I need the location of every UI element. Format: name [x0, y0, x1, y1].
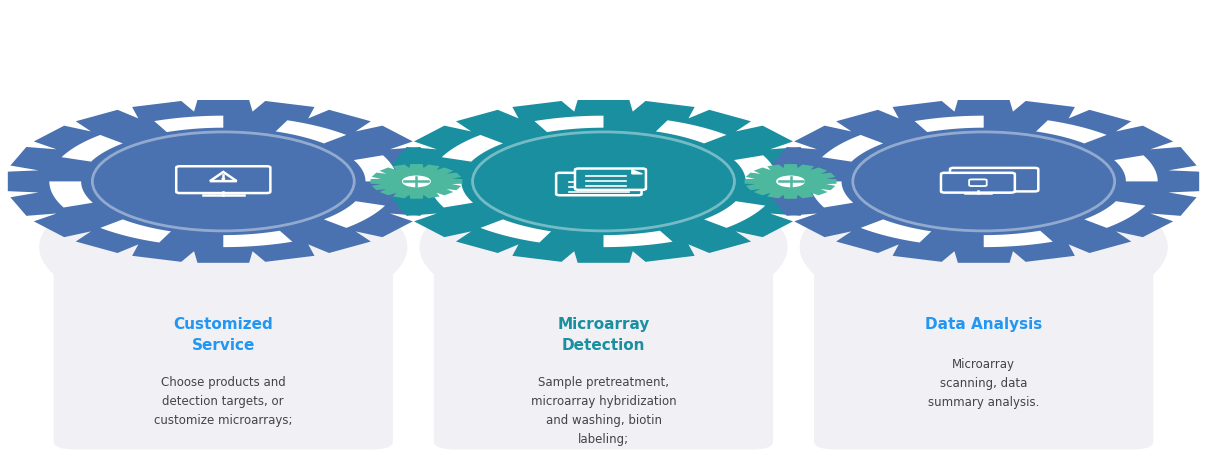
Polygon shape: [223, 231, 292, 248]
Circle shape: [105, 137, 342, 227]
Circle shape: [777, 177, 804, 187]
Circle shape: [420, 178, 787, 317]
Polygon shape: [7, 101, 439, 263]
FancyBboxPatch shape: [435, 237, 772, 450]
Polygon shape: [442, 136, 503, 162]
Text: Customized
Service: Customized Service: [174, 316, 273, 352]
Circle shape: [222, 179, 225, 180]
Polygon shape: [655, 121, 727, 144]
Polygon shape: [387, 101, 820, 263]
Polygon shape: [984, 231, 1053, 248]
Polygon shape: [62, 136, 123, 162]
Text: Choose products and
detection targets, or
customize microarrays;: Choose products and detection targets, o…: [154, 375, 292, 426]
Polygon shape: [354, 156, 397, 182]
Polygon shape: [734, 156, 777, 182]
Polygon shape: [480, 220, 552, 243]
Polygon shape: [810, 182, 853, 208]
Polygon shape: [632, 171, 642, 174]
Circle shape: [865, 137, 1102, 227]
Polygon shape: [100, 220, 171, 243]
Polygon shape: [323, 202, 385, 228]
Polygon shape: [154, 116, 223, 133]
Polygon shape: [49, 182, 93, 208]
Text: Microarray
scanning, data
summary analysis.: Microarray scanning, data summary analys…: [928, 357, 1039, 408]
Polygon shape: [535, 116, 604, 133]
Polygon shape: [1114, 156, 1158, 182]
FancyBboxPatch shape: [941, 173, 1015, 193]
Polygon shape: [861, 220, 932, 243]
Polygon shape: [822, 136, 884, 162]
Polygon shape: [430, 182, 473, 208]
Circle shape: [800, 178, 1167, 317]
Polygon shape: [704, 202, 765, 228]
Polygon shape: [915, 116, 984, 133]
Text: Data Analysis: Data Analysis: [925, 316, 1043, 331]
Circle shape: [403, 177, 430, 187]
Polygon shape: [1036, 121, 1107, 144]
Text: Microarray
Detection: Microarray Detection: [558, 316, 649, 352]
FancyBboxPatch shape: [575, 169, 646, 191]
Circle shape: [485, 137, 722, 227]
Polygon shape: [604, 231, 672, 248]
Polygon shape: [768, 101, 1200, 263]
FancyBboxPatch shape: [53, 237, 392, 450]
Polygon shape: [371, 165, 462, 199]
Polygon shape: [745, 165, 836, 199]
Text: Sample pretreatment,
microarray hybridization
and washing, biotin
labeling;: Sample pretreatment, microarray hybridiz…: [531, 375, 676, 445]
Circle shape: [40, 178, 407, 317]
Polygon shape: [275, 121, 346, 144]
FancyBboxPatch shape: [814, 237, 1153, 450]
Polygon shape: [1084, 202, 1145, 228]
